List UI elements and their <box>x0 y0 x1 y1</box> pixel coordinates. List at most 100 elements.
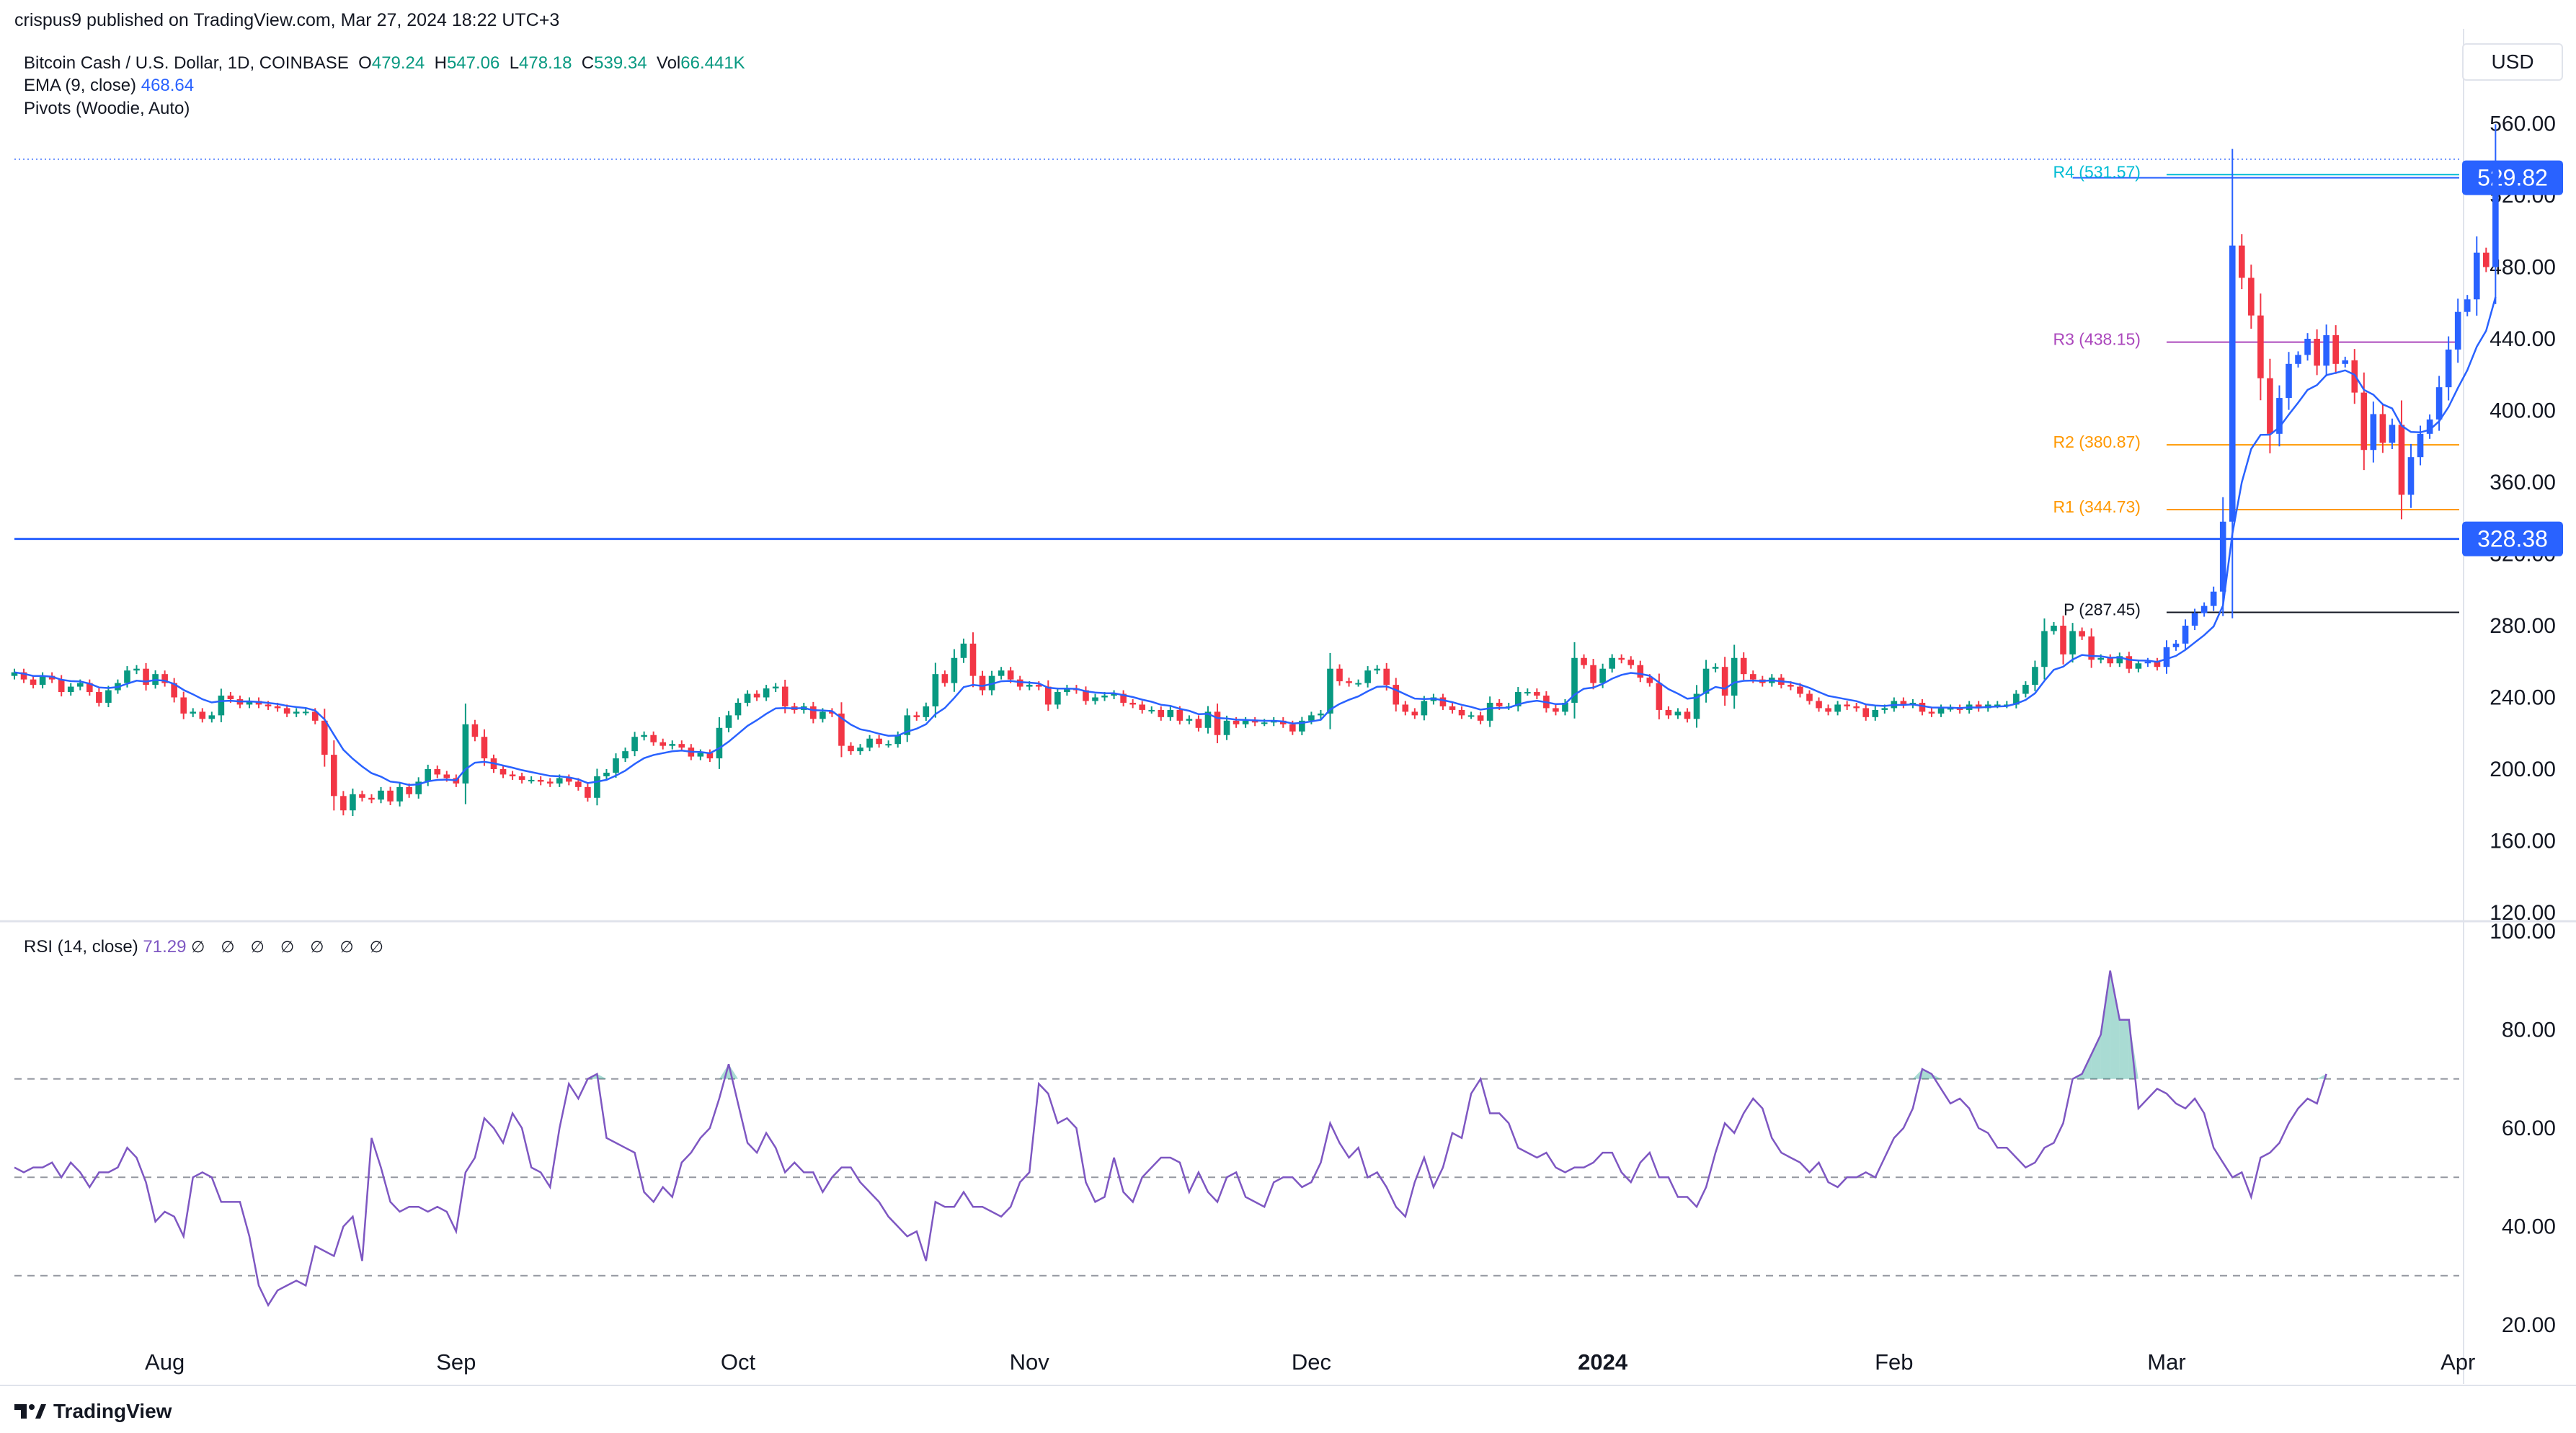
candle-body <box>1553 708 1559 712</box>
candle-body <box>274 706 281 709</box>
candle-body <box>725 715 732 728</box>
candle-body <box>1590 665 1596 683</box>
legend-symbol-row[interactable]: Bitcoin Cash / U.S. Dollar, 1D, COINBASE… <box>24 55 745 72</box>
time-tick-label: Sep <box>436 1349 476 1375</box>
candle-body <box>1233 720 1240 724</box>
candle-body <box>932 674 939 706</box>
candle-body <box>829 711 835 714</box>
candle-body <box>1421 701 1428 716</box>
candle-body <box>2182 626 2189 644</box>
candle-body <box>820 711 826 719</box>
candle-body <box>350 794 356 811</box>
candle-body <box>2060 626 2066 655</box>
candle-body <box>1581 657 1587 665</box>
rsi-extra-values: ∅ ∅ ∅ ∅ ∅ ∅ ∅ <box>191 938 389 956</box>
candle-body <box>1702 668 1710 694</box>
candle-body <box>2172 643 2180 647</box>
price-tick-label: 160.00 <box>2490 830 2556 853</box>
currency-button[interactable]: USD <box>2462 43 2563 81</box>
legend-rsi-row[interactable]: RSI (14, close) 71.29 ∅ ∅ ∅ ∅ ∅ ∅ ∅ <box>24 939 389 956</box>
candle-body <box>96 692 102 703</box>
candle-body <box>1374 668 1380 671</box>
candle-body <box>443 774 450 778</box>
candle-body <box>734 702 742 716</box>
candle-body <box>1486 702 1493 721</box>
candle-body <box>2389 425 2396 443</box>
candle-body <box>537 779 544 782</box>
candle-body <box>2332 335 2339 364</box>
candle-body <box>960 643 967 658</box>
price-line-badge-label: 529.82 <box>2477 165 2548 191</box>
rsi-overbought-fill <box>1922 1069 1932 1079</box>
rsi-overbought-fill <box>597 1073 607 1079</box>
candle-body <box>2116 656 2123 664</box>
candle-body <box>613 758 619 773</box>
price-tick-label: 400.00 <box>2490 399 2556 423</box>
candle-body <box>1083 690 1089 701</box>
candle-body <box>1956 708 1963 710</box>
candle-body <box>1214 711 1221 735</box>
time-tick-label: 2024 <box>1578 1349 1628 1375</box>
candle-body <box>2126 656 2133 669</box>
rsi-tick-label: 60.00 <box>2502 1117 2556 1140</box>
candle-body <box>180 697 187 714</box>
ema-value: 468.64 <box>141 76 195 95</box>
candle-body <box>585 786 591 798</box>
ema-label: EMA (9, close) <box>24 76 137 95</box>
candle-body <box>1919 702 1926 712</box>
candle-body <box>1844 704 1850 706</box>
candle-body <box>462 724 469 784</box>
time-axis: Aug Sep Oct Nov Dec 2024 Feb Mar Apr <box>145 1349 2475 1375</box>
candle-body <box>2492 161 2499 267</box>
candle-body <box>894 735 901 745</box>
candle-body <box>48 675 55 680</box>
candle-body <box>1195 719 1202 728</box>
candle-body <box>2351 360 2358 393</box>
candle-body <box>678 744 685 748</box>
candle-body <box>1514 692 1522 706</box>
candles <box>11 124 2499 817</box>
candle-body <box>2454 311 2461 350</box>
candle-body <box>76 683 84 687</box>
candle-body <box>368 797 375 800</box>
candle-body <box>1975 704 1982 709</box>
candle-body <box>857 747 863 752</box>
candle-body <box>1496 702 1503 706</box>
candle-body <box>1825 708 1831 712</box>
candle-body <box>86 683 93 693</box>
candle-body <box>1458 709 1465 716</box>
candle-body <box>2295 355 2301 364</box>
price-line-badge <box>2462 521 2563 556</box>
legend-low: L478.18 <box>509 53 572 73</box>
candle-body <box>434 769 441 775</box>
candle-body <box>1129 702 1136 705</box>
candle-body <box>781 686 789 706</box>
candle-body <box>603 772 610 776</box>
candle-body <box>2200 605 2208 613</box>
candle-body <box>2041 631 2048 667</box>
legend-pivots-row[interactable]: Pivots (Woodie, Auto) <box>24 100 190 117</box>
candle-body <box>2426 419 2433 434</box>
candle-body <box>1571 657 1578 703</box>
candle-body <box>161 674 168 683</box>
candle-body <box>1609 657 1615 669</box>
candle-body <box>246 701 253 705</box>
candle-body <box>1318 713 1324 716</box>
candle-body <box>1731 657 1738 696</box>
tradingview-logo[interactable]: TradingView <box>14 1400 172 1423</box>
pivot-label: R1 (344.73) <box>2053 497 2141 516</box>
candle-body <box>1477 715 1484 721</box>
candle-body <box>1026 685 1033 687</box>
candle-body <box>904 715 911 735</box>
time-tick-label: Apr <box>2440 1349 2475 1375</box>
candle-body <box>1336 668 1343 682</box>
symbol-name: Bitcoin Cash / U.S. Dollar, 1D, COINBASE <box>24 53 349 73</box>
candle-body <box>1740 657 1747 675</box>
rsi-overbought-fill <box>2110 970 2120 1079</box>
candle-body <box>143 668 149 686</box>
legend-ema-row[interactable]: EMA (9, close) 468.64 <box>24 77 194 94</box>
candle-body <box>499 769 507 775</box>
candle-body <box>2088 636 2095 660</box>
candle-body <box>1355 683 1362 685</box>
